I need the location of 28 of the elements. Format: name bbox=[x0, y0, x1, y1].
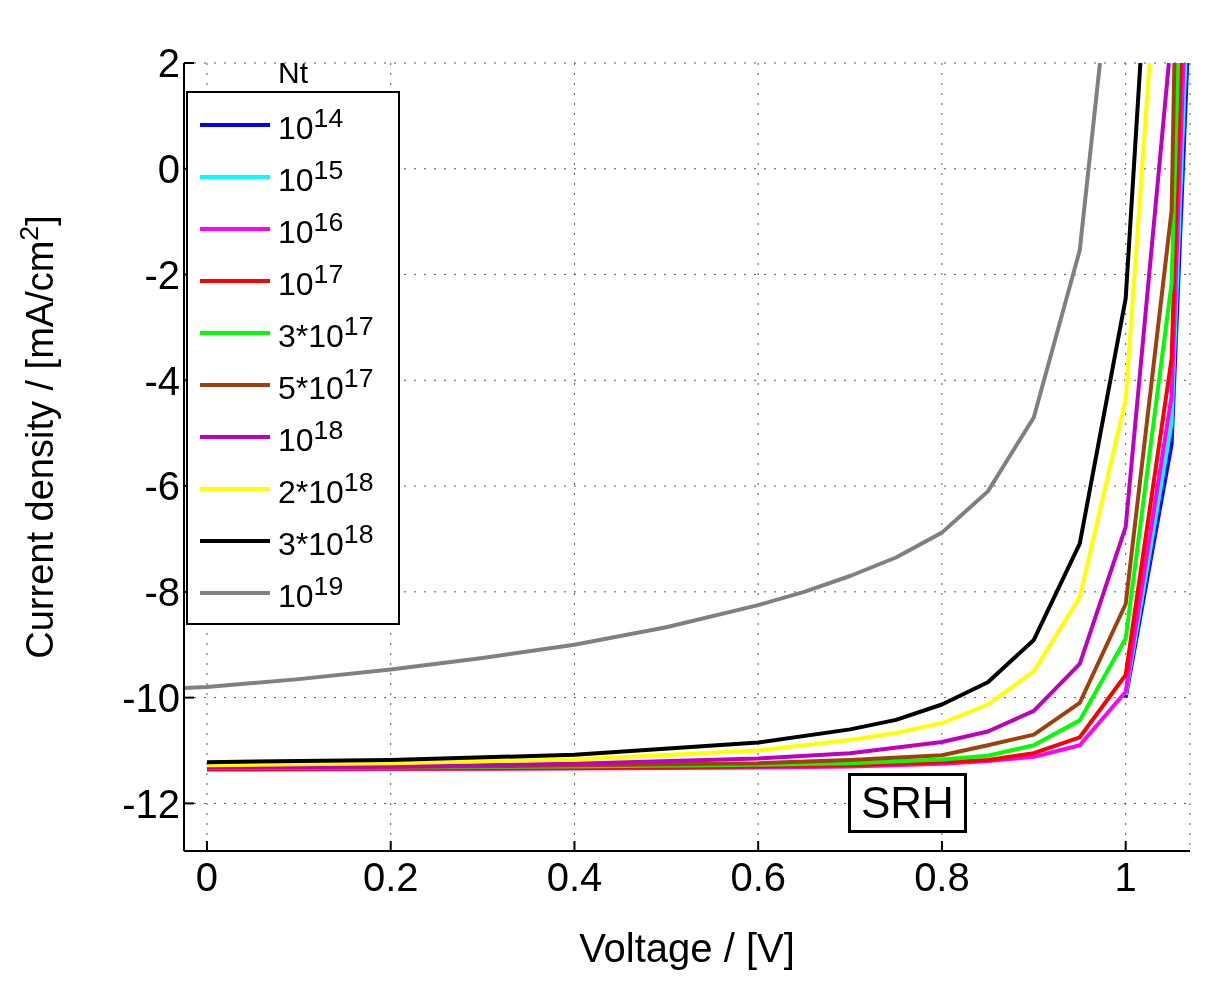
y-tick-label: -2 bbox=[144, 252, 180, 297]
x-tick-label: 1 bbox=[1114, 855, 1137, 900]
annotation: SRH bbox=[847, 773, 967, 833]
x-tick-label: 0.2 bbox=[362, 855, 419, 900]
x-tick-label: 0.8 bbox=[914, 855, 970, 900]
y-tick-label: 0 bbox=[157, 146, 180, 191]
legend-label: 10$^{16}$ bbox=[278, 207, 344, 251]
y-tick-label: -6 bbox=[144, 464, 180, 509]
legend-label: 10$^{15}$ bbox=[278, 155, 344, 199]
legend-label: 3*10$^{17}$ bbox=[278, 311, 374, 355]
legend-label: 10$^{19}$ bbox=[278, 571, 344, 615]
y-tick-label: 2 bbox=[157, 41, 180, 86]
legend-label: 5*10$^{17}$ bbox=[278, 363, 374, 407]
y-tick-label: -8 bbox=[144, 570, 180, 615]
line-series bbox=[184, 63, 1102, 691]
x-tick-label: 0.4 bbox=[546, 855, 603, 900]
legend-label: 2*10$^{18}$ bbox=[278, 467, 374, 511]
x-tick-label: 0.6 bbox=[730, 855, 787, 900]
legend-label: 10$^{14}$ bbox=[278, 103, 344, 147]
x-tick-label: 0 bbox=[195, 855, 219, 900]
legend-label: 10$^{17}$ bbox=[278, 259, 344, 303]
legend-label: 3*10$^{18}$ bbox=[278, 519, 374, 563]
legend-title: Nt bbox=[277, 55, 309, 91]
y-tick-label: -4 bbox=[144, 358, 180, 403]
legend-label: 10$^{18}$ bbox=[278, 415, 344, 459]
y-tick-label: -10 bbox=[122, 675, 180, 720]
x-axis-title: Voltage / [V] bbox=[579, 926, 795, 970]
y-tick-label: -12 bbox=[122, 781, 180, 826]
